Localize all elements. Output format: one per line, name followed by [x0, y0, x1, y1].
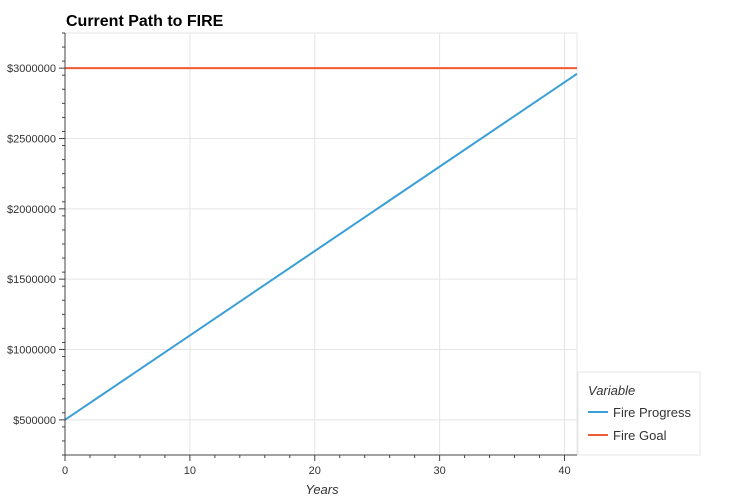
x-tick-label: 30 [434, 465, 446, 477]
y-tick-label: $2500000 [7, 134, 56, 146]
series-lines [64, 67, 578, 421]
x-tick-label: 40 [558, 465, 570, 477]
grid [64, 32, 578, 456]
axes: 0 10 20 30 40 $500000 $1000000 $1500000 $2000000… [7, 32, 577, 477]
chart-title: Current Path to FIRE [66, 13, 224, 30]
legend-entry: Fire Progress [613, 405, 692, 420]
x-tick-label: 10 [184, 465, 196, 477]
y-tick-label: $500000 [13, 415, 56, 427]
x-tick-label: 0 [62, 465, 68, 477]
x-tick-label: 20 [309, 465, 321, 477]
legend-title: Variable [588, 383, 635, 398]
plot-frame [64, 32, 578, 456]
legend: Variable Fire Progress Fire Goal [577, 371, 701, 456]
y-tick-label: $3000000 [7, 63, 56, 75]
y-tick-label: $2000000 [7, 204, 56, 216]
x-axis-label: Years [305, 482, 339, 497]
y-tick-label: $1000000 [7, 345, 56, 357]
legend-box [577, 371, 701, 456]
y-tick-label: $1500000 [7, 274, 56, 286]
legend-entry: Fire Goal [613, 428, 667, 443]
fire-progress-line [64, 72, 578, 421]
